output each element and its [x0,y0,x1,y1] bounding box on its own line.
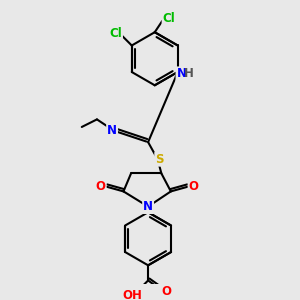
Text: S: S [155,153,164,166]
Text: H: H [184,68,194,80]
Text: O: O [161,285,171,298]
Text: N: N [176,68,187,80]
Text: N: N [107,124,117,137]
Text: O: O [189,180,199,193]
Text: N: N [143,200,153,213]
Text: O: O [96,180,106,193]
Text: OH: OH [122,289,142,300]
Text: Cl: Cl [109,27,122,40]
Text: Cl: Cl [163,11,175,25]
